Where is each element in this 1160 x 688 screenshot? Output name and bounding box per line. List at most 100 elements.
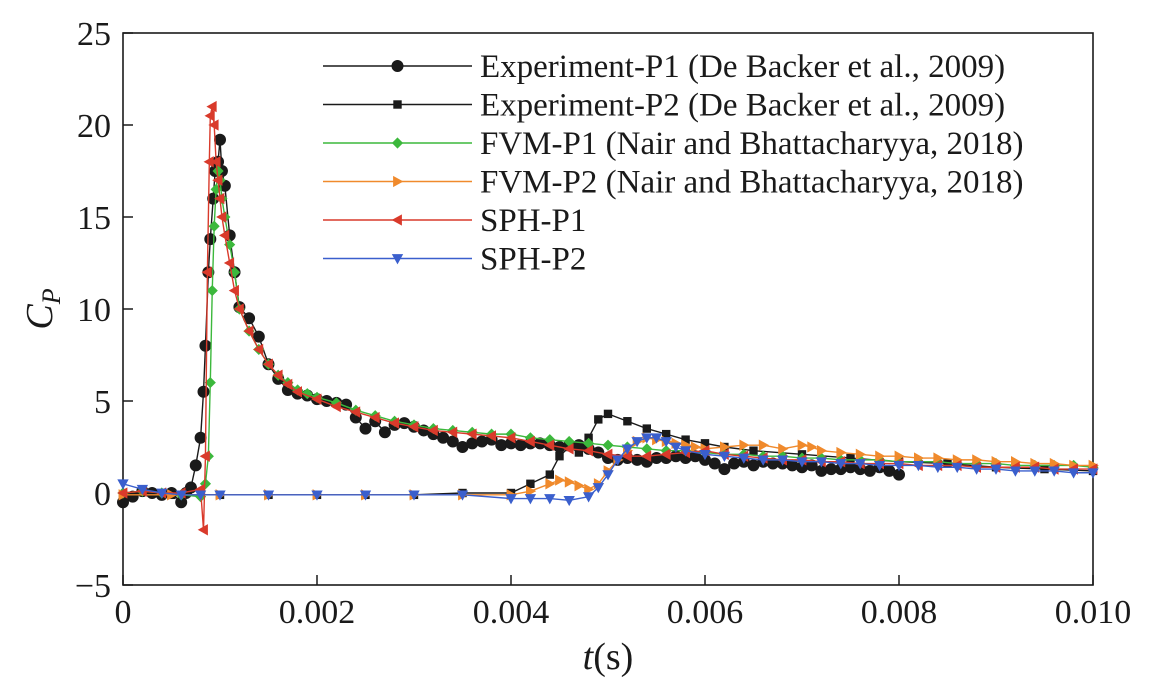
y-tick-label: 0 (94, 476, 111, 513)
data-point (543, 439, 555, 451)
data-point (592, 483, 604, 494)
data-point (757, 455, 769, 466)
data-point (932, 462, 944, 474)
data-point (631, 437, 643, 448)
data-point (117, 479, 129, 490)
data-point (621, 444, 634, 455)
legend-marker (393, 175, 404, 188)
data-point (582, 492, 595, 503)
data-point (718, 463, 731, 476)
data-point (252, 343, 264, 356)
data-point (223, 257, 235, 269)
data-point (311, 393, 322, 405)
data-point (970, 464, 983, 475)
x-axis-title-unit: (s) (593, 636, 633, 678)
data-point (690, 441, 702, 453)
data-point (197, 385, 210, 398)
legend-item: FVM-P2 (Nair and Bhattacharyya, 2018) (323, 165, 1023, 201)
data-point (1067, 468, 1080, 479)
data-point (252, 330, 265, 343)
data-point (204, 377, 216, 389)
data-point (807, 441, 818, 453)
data-point (311, 490, 323, 501)
legend-marker (391, 254, 404, 265)
data-point (175, 490, 187, 501)
data-point (602, 470, 614, 481)
data-point (210, 156, 221, 168)
data-point (854, 459, 866, 470)
data-point (563, 443, 574, 455)
data-point (1048, 466, 1060, 477)
data-point (282, 378, 293, 391)
data-point (117, 487, 128, 499)
data-point (201, 266, 212, 278)
data-point (670, 442, 682, 453)
data-point (912, 460, 925, 472)
x-tick-label: 0.010 (1055, 594, 1132, 631)
data-point (262, 490, 275, 501)
data-point (194, 490, 207, 501)
data-point (642, 424, 651, 433)
data-point (378, 426, 391, 439)
data-point (650, 433, 663, 444)
y-axis-title: CP (19, 288, 66, 329)
data-point (718, 451, 731, 463)
data-point (720, 441, 731, 453)
data-point (1009, 466, 1022, 477)
data-point (388, 417, 400, 429)
data-point (951, 462, 963, 474)
data-point (514, 439, 527, 452)
data-point (796, 457, 808, 468)
data-point (1029, 466, 1041, 477)
data-point (846, 453, 855, 463)
x-tick-label: 0.008 (861, 594, 938, 631)
y-tick-label: 15 (77, 200, 111, 237)
data-point (602, 439, 614, 451)
data-point (206, 100, 217, 113)
legend-label: SPH-P1 (480, 203, 586, 239)
data-point (749, 446, 758, 455)
data-point (189, 459, 202, 472)
data-point (505, 432, 516, 444)
data-point (427, 424, 438, 437)
data-point (214, 490, 226, 501)
data-point (544, 494, 556, 505)
data-point (574, 448, 584, 457)
data-point (526, 479, 535, 488)
legend-item: SPH-P1 (323, 203, 586, 239)
data-point (584, 483, 595, 495)
data-point (136, 484, 149, 496)
data-point (495, 439, 508, 452)
y-axis-title-main: C (19, 304, 61, 330)
x-tick-label: 0.004 (473, 594, 550, 631)
data-point (739, 439, 750, 451)
legend-marker (393, 100, 402, 109)
data-point (914, 452, 925, 464)
x-tick-label: 0.002 (279, 594, 356, 631)
data-point (545, 470, 554, 479)
data-point (330, 400, 341, 413)
data-point (563, 495, 575, 507)
data-point (728, 457, 741, 470)
data-point (228, 284, 239, 297)
data-point (262, 358, 273, 370)
legend-label: Experiment-P2 (De Backer et al., 2009) (480, 88, 1005, 124)
data-point (219, 229, 230, 242)
data-point (758, 439, 770, 451)
data-point (233, 303, 244, 315)
data-point (208, 119, 219, 131)
data-point (564, 476, 576, 488)
data-point (699, 449, 711, 461)
legend-item: Experiment-P2 (De Backer et al., 2009) (323, 88, 1005, 124)
data-point (641, 433, 653, 444)
legend-item: SPH-P2 (323, 242, 586, 278)
data-point (456, 490, 469, 501)
data-point (805, 459, 818, 472)
x-axis-title-var: t (583, 636, 595, 678)
data-point (197, 524, 208, 536)
data-point (679, 446, 692, 457)
data-point (602, 448, 613, 461)
data-point (349, 406, 361, 418)
